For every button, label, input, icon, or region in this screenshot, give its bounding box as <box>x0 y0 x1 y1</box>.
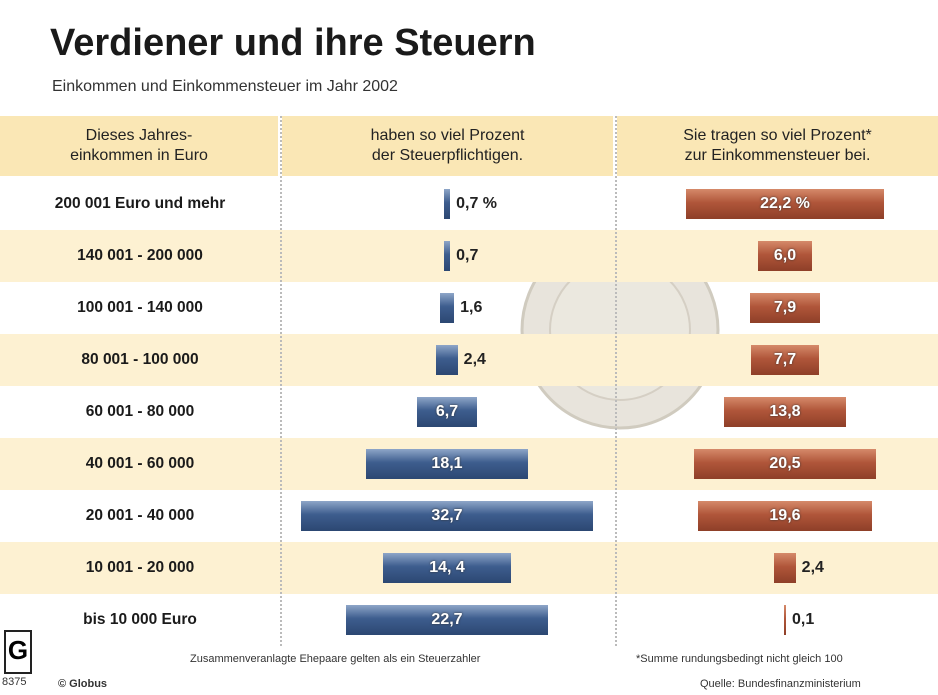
category-label: 100 001 - 140 000 <box>0 282 280 334</box>
legend-entry: Sie tragen so viel Prozent* zur Einkomme… <box>617 116 938 176</box>
category-label: 40 001 - 60 000 <box>0 438 280 490</box>
data-label: 0,7 % <box>456 189 497 219</box>
category-label: 80 001 - 100 000 <box>0 334 280 386</box>
category-label: 140 001 - 200 000 <box>0 230 280 282</box>
data-label: 0,1 <box>792 605 814 635</box>
bar <box>440 293 454 323</box>
category-label: bis 10 000 Euro <box>0 594 280 646</box>
data-label: 18,1 <box>366 449 527 479</box>
source: Quelle: Bundesfinanzministerium <box>700 678 861 690</box>
category-label: 60 001 - 80 000 <box>0 386 280 438</box>
data-label: 22,2 % <box>686 189 884 219</box>
bar <box>774 553 795 583</box>
data-label: 13,8 <box>724 397 847 427</box>
data-label: 7,7 <box>751 345 820 375</box>
logo: G <box>4 630 32 674</box>
copyright: © Globus <box>58 678 107 690</box>
data-label: 22,7 <box>346 605 548 635</box>
data-label: 14, 4 <box>383 553 511 583</box>
footnote: *Summe rundungsbedingt nicht gleich 100 <box>636 653 843 665</box>
bar <box>444 241 450 271</box>
data-label: 2,4 <box>802 553 824 583</box>
column-separator <box>615 116 617 646</box>
column-header: Dieses Jahres- einkommen in Euro <box>0 116 278 176</box>
data-label: 1,6 <box>460 293 482 323</box>
data-label: 0,7 <box>456 241 478 271</box>
data-label: 32,7 <box>301 501 592 531</box>
chart-subtitle: Einkommen und Einkommensteuer im Jahr 20… <box>52 78 398 96</box>
data-label: 6,7 <box>417 397 477 427</box>
bar <box>784 605 786 635</box>
category-label: 20 001 - 40 000 <box>0 490 280 542</box>
footnote: Zusammenveranlagte Ehepaare gelten als e… <box>190 653 480 665</box>
column-separator <box>280 116 282 646</box>
chart-title: Verdiener und ihre Steuern <box>50 22 536 65</box>
bar <box>444 189 450 219</box>
category-label: 10 001 - 20 000 <box>0 542 280 594</box>
data-label: 7,9 <box>750 293 820 323</box>
data-label: 20,5 <box>694 449 876 479</box>
bar <box>436 345 457 375</box>
page: Verdiener und ihre Steuern Einkommen und… <box>0 0 938 695</box>
data-label: 2,4 <box>464 345 486 375</box>
data-label: 19,6 <box>698 501 872 531</box>
legend-entry: haben so viel Prozent der Steuerpflichti… <box>282 116 613 176</box>
graphic-number: 8375 <box>2 676 26 688</box>
category-label: 200 001 Euro und mehr <box>0 178 280 230</box>
data-label: 6,0 <box>758 241 811 271</box>
